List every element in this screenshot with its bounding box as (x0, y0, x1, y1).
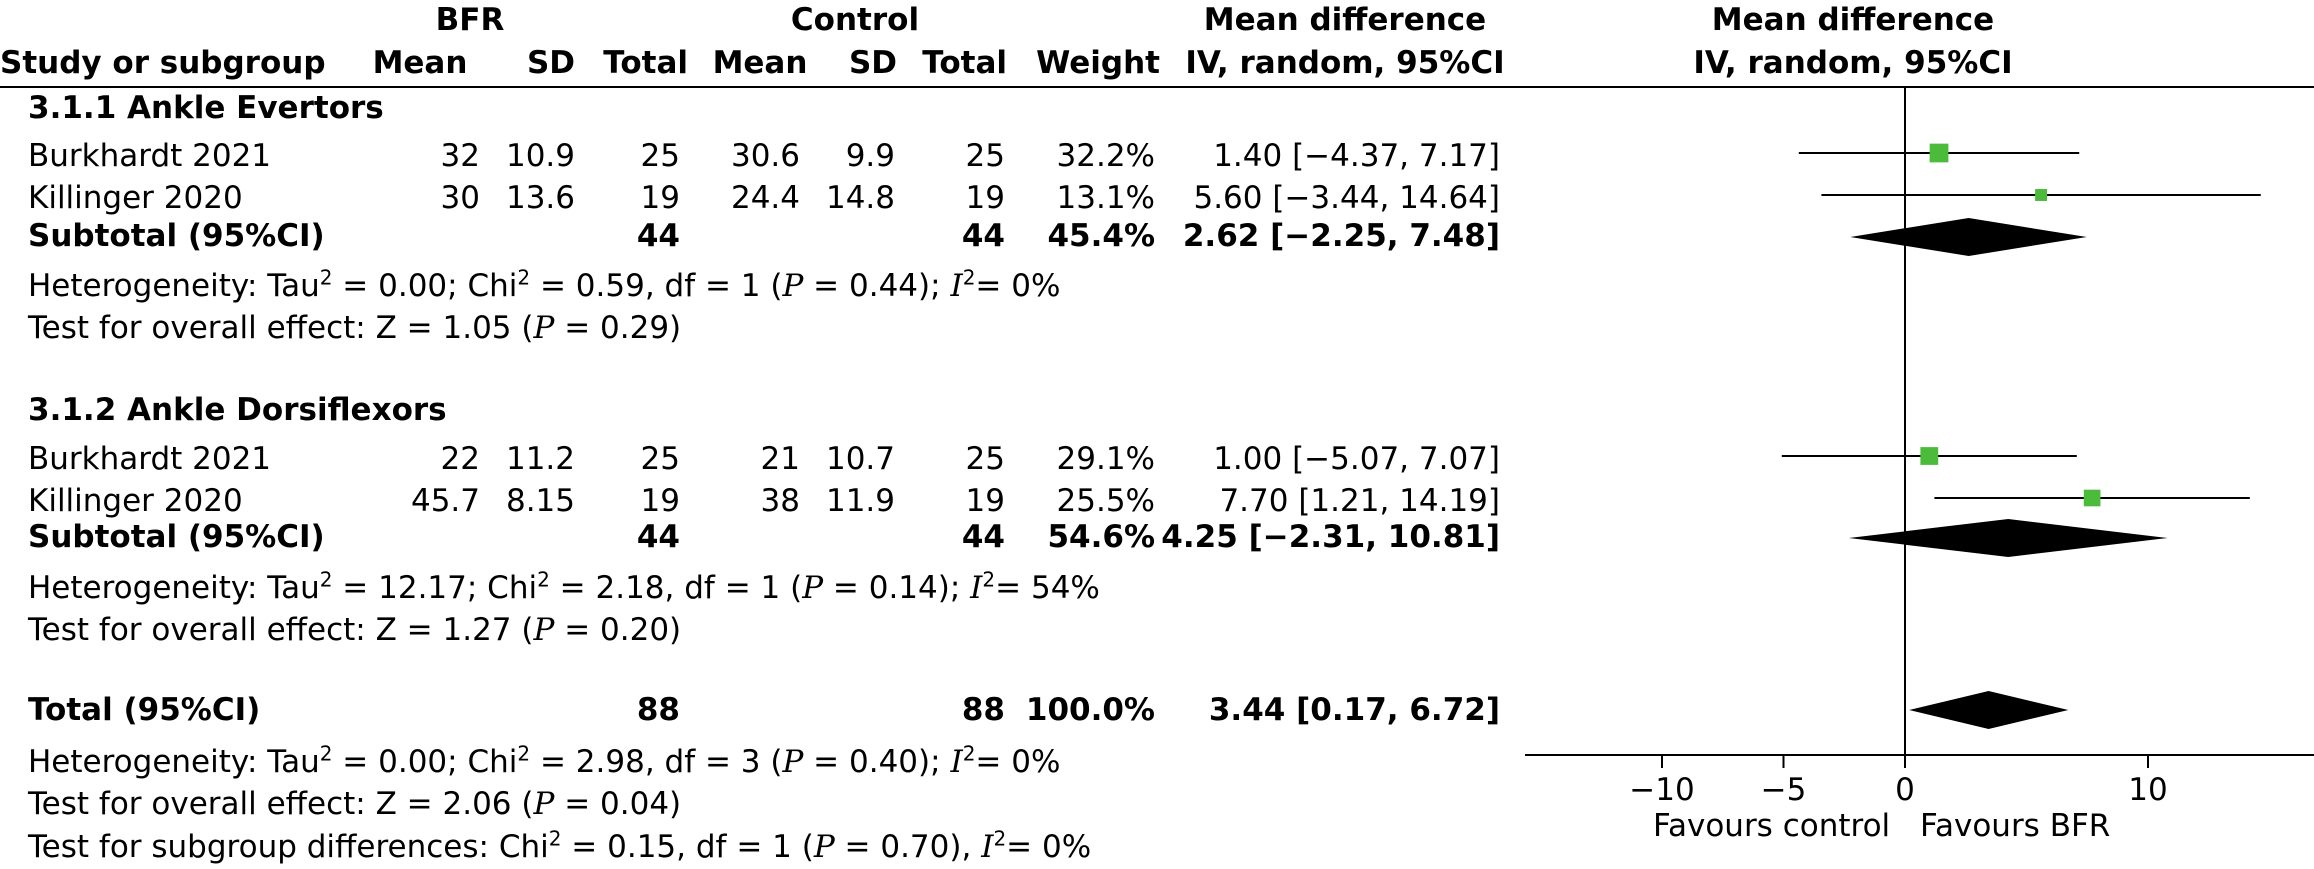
subtotal-label: Subtotal (95%CI) (28, 519, 325, 555)
favours-control-label: Favours control (1653, 808, 1891, 844)
header-bfr: BFR (435, 2, 505, 38)
weight: 25.5% (1056, 483, 1155, 519)
weight: 54.6% (1047, 519, 1155, 555)
bfr-sd: 11.2 (505, 441, 575, 477)
overall-effect-text: Test for overall effect: Z = 1.05 (P = 0… (28, 310, 682, 346)
overall-effect-text: Test for overall effect: Z = 1.27 (P = 0… (28, 612, 682, 648)
subgroup-title: 3.1.1 Ankle Evertors (28, 90, 384, 126)
weight: 29.1% (1056, 441, 1155, 477)
study-name: Killinger 2020 (28, 180, 243, 216)
study-name: Killinger 2020 (28, 483, 243, 519)
subtotal-diamond (1848, 519, 2168, 557)
control-total: 19 (965, 180, 1005, 216)
control-sd: 9.9 (845, 138, 895, 174)
weight: 100.0% (1025, 692, 1155, 728)
total-label: Total (95%CI) (28, 692, 261, 728)
heterogeneity-text: Heterogeneity: Tau2 = 12.17; Chi2 = 2.18… (28, 567, 1100, 606)
header-bfr-mean: Mean (372, 45, 468, 81)
control-total: 44 (961, 519, 1005, 555)
header-weight: Weight (1036, 45, 1160, 81)
header-control-total: Total (922, 45, 1007, 81)
x-tick-label: 10 (2128, 772, 2167, 808)
header-bfr-total: Total (603, 45, 688, 81)
control-sd: 11.9 (825, 483, 895, 519)
bfr-total: 88 (636, 692, 680, 728)
header-control: Control (790, 2, 920, 38)
control-mean: 38 (760, 483, 800, 519)
favours-bfr-label: Favours BFR (1920, 808, 2111, 844)
x-tick-label: 0 (1895, 772, 1915, 808)
bfr-sd: 10.9 (505, 138, 575, 174)
control-sd: 10.7 (825, 441, 895, 477)
mean-difference-ci: 1.40 [−4.37, 7.17] (1213, 138, 1500, 174)
mean-difference-ci: 3.44 [0.17, 6.72] (1208, 692, 1500, 728)
bfr-total: 44 (636, 519, 680, 555)
heterogeneity-text: Heterogeneity: Tau2 = 0.00; Chi2 = 0.59,… (28, 265, 1061, 304)
bfr-mean: 22 (440, 441, 480, 477)
mean-difference-ci: 5.60 [−3.44, 14.64] (1193, 180, 1500, 216)
control-mean: 21 (760, 441, 800, 477)
bfr-total: 25 (640, 441, 680, 477)
header-md-method: IV, random, 95%CI (1185, 45, 1505, 81)
mean-difference-ci: 4.25 [−2.31, 10.81] (1161, 519, 1500, 555)
mean-difference-ci: 1.00 [−5.07, 7.07] (1213, 441, 1500, 477)
header-rule (0, 86, 2314, 88)
x-tick-label: −10 (1629, 772, 1694, 808)
bfr-total: 19 (640, 483, 680, 519)
overall-effect-text: Test for overall effect: Z = 2.06 (P = 0… (28, 786, 682, 822)
control-total: 19 (965, 483, 1005, 519)
header-bfr-sd: SD (526, 45, 575, 81)
total-diamond (1909, 691, 2069, 729)
bfr-mean: 45.7 (410, 483, 480, 519)
weight: 32.2% (1056, 138, 1155, 174)
bfr-total: 44 (636, 218, 680, 254)
weight: 13.1% (1056, 180, 1155, 216)
study-point-square (1920, 447, 1939, 465)
header-plot-mean-difference: Mean difference (1711, 2, 1995, 38)
heterogeneity-text: Heterogeneity: Tau2 = 0.00; Chi2 = 2.98,… (28, 741, 1061, 780)
study-name: Burkhardt 2021 (28, 138, 272, 174)
header-control-sd: SD (848, 45, 897, 81)
subtotal-diamond (1850, 218, 2087, 256)
mean-difference-ci: 2.62 [−2.25, 7.48] (1182, 218, 1500, 254)
subtotal-label: Subtotal (95%CI) (28, 218, 325, 254)
study-point-square (2035, 189, 2048, 201)
bfr-total: 25 (640, 138, 680, 174)
control-mean: 24.4 (730, 180, 800, 216)
study-point-square (2083, 489, 2101, 507)
bfr-sd: 13.6 (505, 180, 575, 216)
header-plot-method: IV, random, 95%CI (1693, 45, 2013, 81)
header-study: Study or subgroup (0, 45, 326, 81)
bfr-mean: 30 (440, 180, 480, 216)
x-tick-label: −5 (1761, 772, 1807, 808)
subgroup-title: 3.1.2 Ankle Dorsiflexors (28, 392, 447, 428)
study-point-square (1929, 143, 1949, 163)
control-mean: 30.6 (730, 138, 800, 174)
weight: 45.4% (1047, 218, 1155, 254)
study-name: Burkhardt 2021 (28, 441, 272, 477)
header-control-mean: Mean (712, 45, 808, 81)
bfr-sd: 8.15 (505, 483, 575, 519)
control-total: 25 (965, 441, 1005, 477)
control-sd: 14.8 (825, 180, 895, 216)
bfr-total: 19 (640, 180, 680, 216)
control-total: 88 (961, 692, 1005, 728)
control-total: 44 (961, 218, 1005, 254)
control-total: 25 (965, 138, 1005, 174)
mean-difference-ci: 7.70 [1.21, 14.19] (1219, 483, 1500, 519)
header-mean-difference: Mean difference (1203, 2, 1487, 38)
subgroup-differences-text: Test for subgroup differences: Chi2 = 0.… (28, 826, 1092, 865)
bfr-mean: 32 (440, 138, 480, 174)
